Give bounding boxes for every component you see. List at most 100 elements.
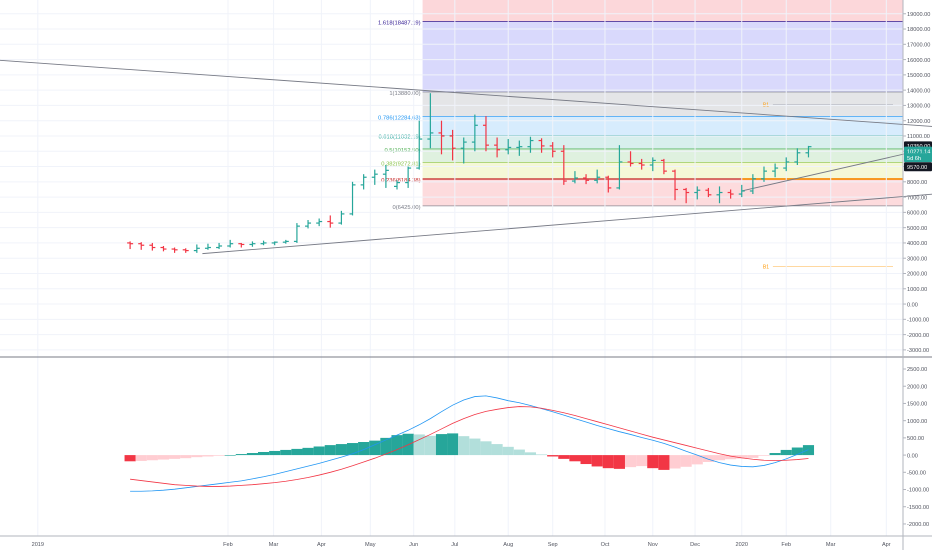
ohlc-bar xyxy=(538,138,545,153)
ohlc-bar xyxy=(594,169,601,184)
macd-histogram-bar xyxy=(346,443,359,456)
ohlc-bar xyxy=(716,186,723,204)
time-axis-label: Mar xyxy=(269,542,279,548)
macd-histogram-bar xyxy=(313,446,325,456)
macd-histogram-bar xyxy=(157,455,170,460)
macd-histogram-bar xyxy=(669,455,681,469)
price-axis-label: 11000.00 xyxy=(907,134,930,140)
macd-histogram-bar xyxy=(713,455,726,461)
macd-histogram-bar xyxy=(802,445,815,456)
ohlc-bar xyxy=(360,174,367,190)
ohlc-bar xyxy=(783,157,790,172)
price-axis-label: 2000.00 xyxy=(907,272,927,278)
macd-histogram-bar xyxy=(691,455,703,465)
macd-histogram-bar xyxy=(558,455,570,459)
ohlc-bar xyxy=(627,151,634,167)
fib-level-label: 0(6425.00) xyxy=(393,205,421,211)
ohlc-bar xyxy=(327,215,334,228)
macd-histogram-bar xyxy=(224,455,236,456)
macd-histogram-bar xyxy=(769,453,781,456)
ohlc-bar xyxy=(605,175,612,193)
price-axis-label: 1000.00 xyxy=(907,287,927,293)
price-axis-label: 17000.00 xyxy=(907,43,930,49)
grid-layer xyxy=(0,0,903,536)
ohlc-bar xyxy=(727,189,734,199)
ohlc-bar xyxy=(238,242,245,248)
ohlc-bar xyxy=(182,248,189,253)
macd-histogram-bar xyxy=(458,436,470,456)
ohlc-bar xyxy=(471,114,478,152)
macd-histogram-bar xyxy=(135,455,147,461)
macd-histogram-bar xyxy=(258,451,270,456)
price-axis-label: 15000.00 xyxy=(907,73,930,79)
ohlc-bar xyxy=(405,166,412,188)
price-axis-label: 6000.00 xyxy=(907,211,927,217)
ohlc-bar xyxy=(394,180,401,190)
ohlc-bar xyxy=(260,240,267,246)
price-badge xyxy=(904,162,932,172)
macd-histogram-bar xyxy=(636,455,648,467)
price-bars-layer xyxy=(127,93,812,253)
ohlc-bar xyxy=(171,247,178,253)
macd-axis-label: -1000.00 xyxy=(907,488,929,494)
ohlc-bar xyxy=(772,163,779,178)
price-axis-label: 5000.00 xyxy=(907,226,927,232)
ohlc-bar xyxy=(427,93,434,149)
price-axis-label: 18000.00 xyxy=(907,27,930,33)
ohlc-bar xyxy=(705,187,712,198)
ohlc-bar xyxy=(271,241,278,246)
ohlc-bar xyxy=(660,158,667,175)
time-axis-label: Mar xyxy=(826,542,836,548)
ohlc-bar xyxy=(583,174,590,185)
trendline-layer xyxy=(0,59,932,255)
macd-axis-label: -1500.00 xyxy=(907,505,929,511)
macd-histogram-bar xyxy=(480,441,492,456)
macd-histogram-bar xyxy=(502,446,514,456)
price-badge xyxy=(904,153,932,163)
ohlc-bar xyxy=(494,137,501,158)
macd-histogram-bar xyxy=(324,445,336,456)
ohlc-bar xyxy=(149,242,156,251)
price-axis-label: -3000.00 xyxy=(907,348,929,354)
macd-histogram-bar xyxy=(725,455,737,460)
macd-histogram-bar xyxy=(469,438,481,456)
fib-level-label: 0.236(8184.38) xyxy=(381,178,420,184)
macd-histogram-bar xyxy=(547,455,559,457)
macd-histogram-bar xyxy=(580,455,592,465)
ohlc-bar xyxy=(616,145,623,190)
ohlc-bar xyxy=(794,148,801,166)
time-axis-label: Nov xyxy=(648,542,658,548)
macd-histogram-bar xyxy=(569,455,581,462)
time-axis-label: 2020 xyxy=(736,542,748,548)
macd-histogram-bar xyxy=(213,455,225,456)
fib-level-label: 0.382(9272.81) xyxy=(381,161,420,167)
price-axis-label: 14000.00 xyxy=(907,88,930,94)
ohlc-bar xyxy=(282,239,289,244)
ohlc-bar xyxy=(138,242,145,250)
trendline xyxy=(202,193,932,255)
macd-histogram-bar xyxy=(447,433,459,456)
macd-histogram-bar xyxy=(280,449,292,456)
ohlc-bar xyxy=(316,218,323,227)
ohlc-bar xyxy=(382,165,389,188)
macd-histogram-bar xyxy=(736,455,748,459)
macd-histogram-bar xyxy=(202,455,214,457)
price-axis-label: 19000.00 xyxy=(907,12,930,18)
trendline xyxy=(0,59,932,127)
ohlc-bar xyxy=(649,157,656,172)
macd-axis-label: -500.00 xyxy=(907,471,926,477)
ohlc-bar xyxy=(571,171,578,184)
price-axis-label: -1000.00 xyxy=(907,318,929,324)
ohlc-bar xyxy=(127,241,134,250)
macd-layer xyxy=(124,395,815,492)
macd-histogram-bar xyxy=(413,434,425,456)
fib-level-label: 0.618(11032.19) xyxy=(378,134,420,140)
macd-histogram-bar xyxy=(591,455,603,467)
ohlc-bar xyxy=(482,116,489,152)
price-axis-label: -2000.00 xyxy=(907,333,929,339)
ohlc-bar xyxy=(305,220,312,229)
ohlc-bar xyxy=(805,145,812,158)
ohlc-bar xyxy=(683,187,690,204)
macd-axis-label: -2000.00 xyxy=(907,522,929,528)
macd-histogram-bar xyxy=(291,448,303,456)
